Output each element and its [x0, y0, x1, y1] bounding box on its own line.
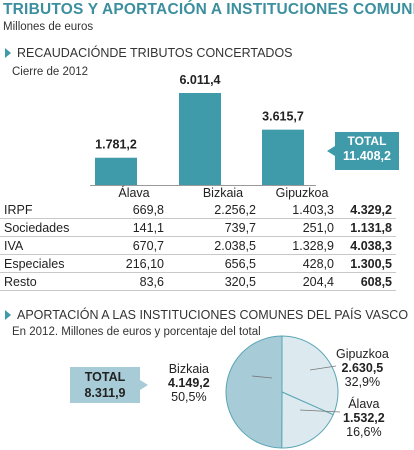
slice-percent: 50,5% [171, 390, 207, 404]
section1-subtitle: Cierre de 2012 [12, 66, 89, 78]
slice-value: 1.532,2 [343, 411, 385, 425]
pie-label-bizkaia: Bizkaia 4.149,2 50,5% [168, 362, 210, 404]
row-label: Sociedades [0, 218, 84, 237]
section2-heading: APORTACIÓN A LAS INSTITUCIONES COMUNES D… [3, 308, 408, 322]
total-value: 11.408,2 [343, 149, 391, 163]
table-cell: 216,10 [84, 254, 184, 273]
pie-slice [281, 391, 334, 449]
table-cell: 669,8 [84, 201, 184, 219]
infographic-title: TRIBUTOS Y APORTACIÓN A INSTITUCIONES CO… [3, 1, 414, 18]
table-row: IVA 670,7 2.038,5 1.328,9 4.038,3 [0, 236, 396, 255]
bar [95, 157, 137, 185]
section2-subtitle: En 2012. Millones de euros y porcentaje … [12, 326, 261, 338]
total-box-arrow [70, 367, 148, 403]
pie-leader-line [251, 375, 273, 379]
slice-percent: 32,9% [344, 375, 381, 389]
table-cell: 204,4 [262, 272, 342, 291]
table-cell: 1.328,9 [262, 236, 342, 255]
pie-slice [225, 335, 283, 449]
slice-value: 2.630,5 [341, 361, 384, 375]
row-total: 4.329,2 [342, 201, 396, 219]
section1-heading: RECAUDACIÓNDE TRIBUTOS CONCERTADOS [3, 46, 293, 60]
table-cell: 141,1 [84, 218, 184, 237]
total-box-arrow [327, 132, 399, 170]
bar-chart: 1.781,2 6.011,4 3.615,7 [90, 73, 316, 186]
pie-label-gipuzkoa: Gipuzkoa 2.630,5 32,9% [336, 347, 389, 389]
table-row: Sociedades 141,1 739,7 251,0 1.131,8 [0, 218, 396, 237]
table-cell: 739,7 [184, 218, 262, 237]
table-row: IRPF 669,8 2.256,2 1.403,3 4.329,2 [0, 201, 396, 219]
slice-value: 4.149,2 [168, 376, 210, 390]
tax-table: Álava Bizkaia Gipuzkoa IRPF 669,8 2.256,2 1… [0, 184, 396, 291]
bar [179, 93, 221, 185]
slice-percent: 16,6% [346, 425, 382, 439]
chevron-right-icon [5, 48, 11, 58]
table-cell: 320,5 [184, 272, 262, 291]
bar [262, 129, 304, 185]
table-cell: 670,7 [84, 236, 184, 255]
pie-slice [281, 335, 339, 416]
table-cell: 656,5 [184, 254, 262, 273]
row-total: 1.300,5 [342, 254, 396, 273]
row-total: 1.131,8 [342, 218, 396, 237]
pie-label-alava: Álava 1.532,2 16,6% [343, 397, 385, 439]
row-label: IRPF [0, 201, 84, 219]
units-label: Millones de euros [3, 21, 94, 33]
table-row: Resto 83,6 320,5 204,4 608,5 [0, 272, 396, 291]
total-box-2: TOTAL 8.311,9 [72, 369, 138, 401]
row-label: IVA [0, 236, 84, 255]
pie-leader-line [299, 409, 341, 413]
table-row: Especiales 216,10 656,5 428,0 1.300,5 [0, 254, 396, 273]
table-cell: 2.256,2 [184, 201, 262, 219]
section1-title: RECAUDACIÓNDE TRIBUTOS CONCERTADOS [17, 46, 293, 60]
table-cell: 2.038,5 [184, 236, 262, 255]
column-header: Álava [118, 185, 150, 200]
table-cell: 428,0 [262, 254, 342, 273]
row-label: Resto [0, 272, 84, 291]
table-cell: 83,6 [84, 272, 184, 291]
bar-value-label: 3.615,7 [262, 110, 304, 124]
row-total: 608,5 [342, 272, 396, 291]
row-total: 4.038,3 [342, 236, 396, 255]
total-box-1: TOTAL 11.408,2 [336, 134, 398, 164]
pie-leader-line [309, 365, 337, 371]
row-label: Especiales [0, 254, 84, 273]
chevron-right-icon [5, 310, 11, 320]
slice-name: Gipuzkoa [336, 347, 389, 361]
table-cell: 1.403,3 [262, 201, 342, 219]
total-label: TOTAL [84, 370, 126, 384]
column-header: Bizkaia [202, 185, 244, 200]
section2-title: APORTACIÓN A LAS INSTITUCIONES COMUNES D… [17, 308, 409, 322]
table-cell: 251,0 [262, 218, 342, 237]
slice-name: Bizkaia [168, 362, 209, 376]
slice-name: Álava [348, 397, 380, 411]
column-header: Gipuzkoa [275, 185, 329, 200]
bar-value-label: 1.781,2 [95, 138, 137, 152]
total-value: 8.311,9 [84, 386, 126, 400]
bar-value-label: 6.011,4 [179, 73, 220, 87]
total-label: TOTAL [347, 134, 387, 148]
